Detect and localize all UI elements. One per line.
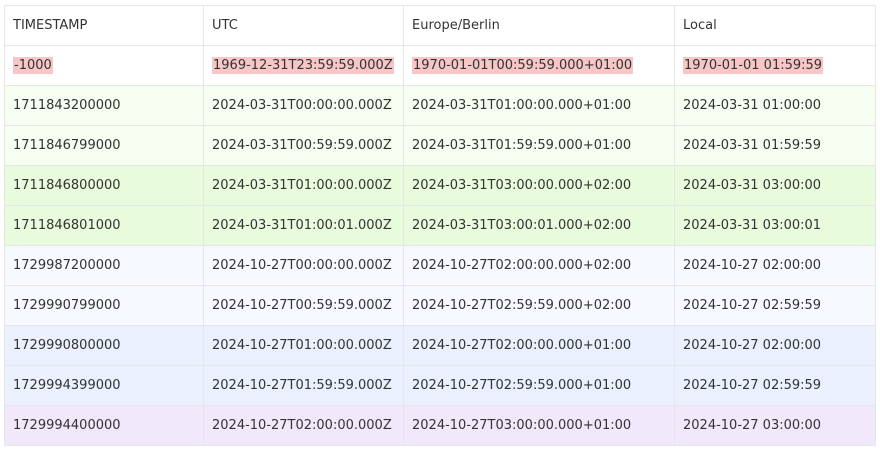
cell-text: 1729994400000 (13, 418, 121, 433)
cell-text: 2024-03-31 01:00:00 (683, 98, 822, 113)
header-row: TIMESTAMP UTC Europe/Berlin Local (4, 5, 876, 46)
table-cell: 1729990799000 (4, 285, 204, 326)
cell-text: 2024-10-27T03:00:00.000+01:00 (412, 418, 632, 433)
cell-text: 2024-10-27T02:00:00.000Z (212, 418, 392, 433)
table-cell: 2024-10-27 02:00:00 (674, 245, 876, 286)
table-cell: 2024-03-31T01:00:00.000Z (203, 165, 404, 206)
cell-text: 2024-03-31T01:59:59.000+01:00 (412, 138, 632, 153)
cell-text: 2024-03-31 03:00:01 (683, 218, 822, 233)
cell-text: 2024-10-27T00:59:59.000Z (212, 298, 392, 313)
cell-text: 2024-03-31 03:00:00 (683, 178, 822, 193)
table-cell: 2024-03-31T01:00:00.000+01:00 (403, 85, 675, 126)
table-cell: 2024-03-31T00:59:59.000Z (203, 125, 404, 166)
cell-text: 2024-10-27 02:59:59 (683, 298, 822, 313)
cell-text: 1711846801000 (13, 218, 121, 233)
table-row: -1000 1969-12-31T23:59:59.000Z 1970-01-01T… (4, 45, 876, 86)
table-cell: 2024-03-31T01:59:59.000+01:00 (403, 125, 675, 166)
table-cell: 2024-03-31 01:59:59 (674, 125, 876, 166)
cell-text: 1729990800000 (13, 338, 121, 353)
table-cell: 1711846799000 (4, 125, 204, 166)
table-cell: 2024-03-31 03:00:01 (674, 205, 876, 246)
cell-text: 1711846800000 (13, 178, 121, 193)
cell-text: 2024-10-27 03:00:00 (683, 418, 822, 433)
table-cell: 1970-01-01 01:59:59 (674, 45, 876, 86)
table-row: 1711846801000 2024-03-31T01:00:01.000Z 202… (4, 205, 876, 246)
cell-text: -1000 (13, 57, 53, 74)
header-cell: UTC (203, 5, 404, 46)
table-cell: 1711843200000 (4, 85, 204, 126)
cell-text: 1729990799000 (13, 298, 121, 313)
cell-text: 1729994399000 (13, 378, 121, 393)
table-cell: 2024-03-31 03:00:00 (674, 165, 876, 206)
cell-text: 2024-03-31T00:00:00.000Z (212, 98, 392, 113)
table-cell: 2024-03-31T01:00:01.000Z (203, 205, 404, 246)
cell-text: 2024-10-27T00:00:00.000Z (212, 258, 392, 273)
table-cell: 1711846801000 (4, 205, 204, 246)
timestamp-table: TIMESTAMP UTC Europe/Berlin Local -1000 1969… (4, 5, 876, 446)
table-cell: 2024-10-27T02:00:00.000+01:00 (403, 325, 675, 366)
table-row: 1729990799000 2024-10-27T00:59:59.000Z 202… (4, 285, 876, 326)
table-cell: 2024-10-27T02:59:59.000+02:00 (403, 285, 675, 326)
table-cell: 1970-01-01T00:59:59.000+01:00 (403, 45, 675, 86)
cell-text: 2024-03-31T01:00:00.000+01:00 (412, 98, 632, 113)
table-cell: 2024-10-27 03:00:00 (674, 405, 876, 446)
table-cell: 1729994400000 (4, 405, 204, 446)
cell-text: 1970-01-01T00:59:59.000+01:00 (412, 57, 634, 74)
cell-text: 2024-03-31T01:00:00.000Z (212, 178, 392, 193)
cell-text: 1711846799000 (13, 138, 121, 153)
table-cell: 2024-10-27T03:00:00.000+01:00 (403, 405, 675, 446)
table-cell: 1969-12-31T23:59:59.000Z (203, 45, 404, 86)
table-cell: 2024-10-27 02:59:59 (674, 365, 876, 406)
table-cell: 2024-10-27T00:59:59.000Z (203, 285, 404, 326)
cell-text: 2024-10-27 02:59:59 (683, 378, 822, 393)
cell-text: 2024-03-31T01:00:01.000Z (212, 218, 392, 233)
table-cell: 2024-03-31T03:00:01.000+02:00 (403, 205, 675, 246)
cell-text: 2024-10-27T02:59:59.000+02:00 (412, 298, 632, 313)
cell-text: 2024-03-31 01:59:59 (683, 138, 822, 153)
cell-text: 2024-10-27T01:00:00.000Z (212, 338, 392, 353)
table-cell: 2024-03-31 01:00:00 (674, 85, 876, 126)
table-row: 1711843200000 2024-03-31T00:00:00.000Z 202… (4, 85, 876, 126)
table-cell: 2024-10-27 02:59:59 (674, 285, 876, 326)
table-row: 1729987200000 2024-10-27T00:00:00.000Z 202… (4, 245, 876, 286)
cell-text: 2024-10-27T01:59:59.000Z (212, 378, 392, 393)
table-cell: 2024-10-27 02:00:00 (674, 325, 876, 366)
header-cell: TIMESTAMP (4, 5, 204, 46)
cell-text: 2024-10-27T02:00:00.000+02:00 (412, 258, 632, 273)
table-cell: 2024-10-27T01:00:00.000Z (203, 325, 404, 366)
table-cell: 2024-10-27T00:00:00.000Z (203, 245, 404, 286)
cell-text: 2024-03-31T03:00:00.000+02:00 (412, 178, 632, 193)
cell-text: 1969-12-31T23:59:59.000Z (212, 57, 394, 74)
table-row: 1711846800000 2024-03-31T01:00:00.000Z 202… (4, 165, 876, 206)
cell-text: 2024-03-31T03:00:01.000+02:00 (412, 218, 632, 233)
table-cell: 1729987200000 (4, 245, 204, 286)
table-row: 1729994399000 2024-10-27T01:59:59.000Z 202… (4, 365, 876, 406)
table-cell: 1711846800000 (4, 165, 204, 206)
cell-text: 2024-10-27 02:00:00 (683, 258, 822, 273)
cell-text: 1711843200000 (13, 98, 121, 113)
table-cell: 1729994399000 (4, 365, 204, 406)
cell-text: 2024-03-31T00:59:59.000Z (212, 138, 392, 153)
table-row: 1729990800000 2024-10-27T01:00:00.000Z 202… (4, 325, 876, 366)
table-cell: 1729990800000 (4, 325, 204, 366)
header-cell: Local (674, 5, 876, 46)
table-cell: 2024-10-27T02:00:00.000Z (203, 405, 404, 446)
table-row: 1729994400000 2024-10-27T02:00:00.000Z 202… (4, 405, 876, 446)
header-cell: Europe/Berlin (403, 5, 675, 46)
cell-text: 2024-10-27T02:00:00.000+01:00 (412, 338, 632, 353)
table-cell: 2024-10-27T01:59:59.000Z (203, 365, 404, 406)
table-row: 1711846799000 2024-03-31T00:59:59.000Z 202… (4, 125, 876, 166)
table-cell: 2024-10-27T02:00:00.000+02:00 (403, 245, 675, 286)
table-cell: 2024-03-31T00:00:00.000Z (203, 85, 404, 126)
table-cell: 2024-03-31T03:00:00.000+02:00 (403, 165, 675, 206)
table-cell: -1000 (4, 45, 204, 86)
cell-text: 1970-01-01 01:59:59 (683, 57, 824, 74)
cell-text: 2024-10-27 02:00:00 (683, 338, 822, 353)
table-cell: 2024-10-27T02:59:59.000+01:00 (403, 365, 675, 406)
cell-text: 1729987200000 (13, 258, 121, 273)
cell-text: 2024-10-27T02:59:59.000+01:00 (412, 378, 632, 393)
